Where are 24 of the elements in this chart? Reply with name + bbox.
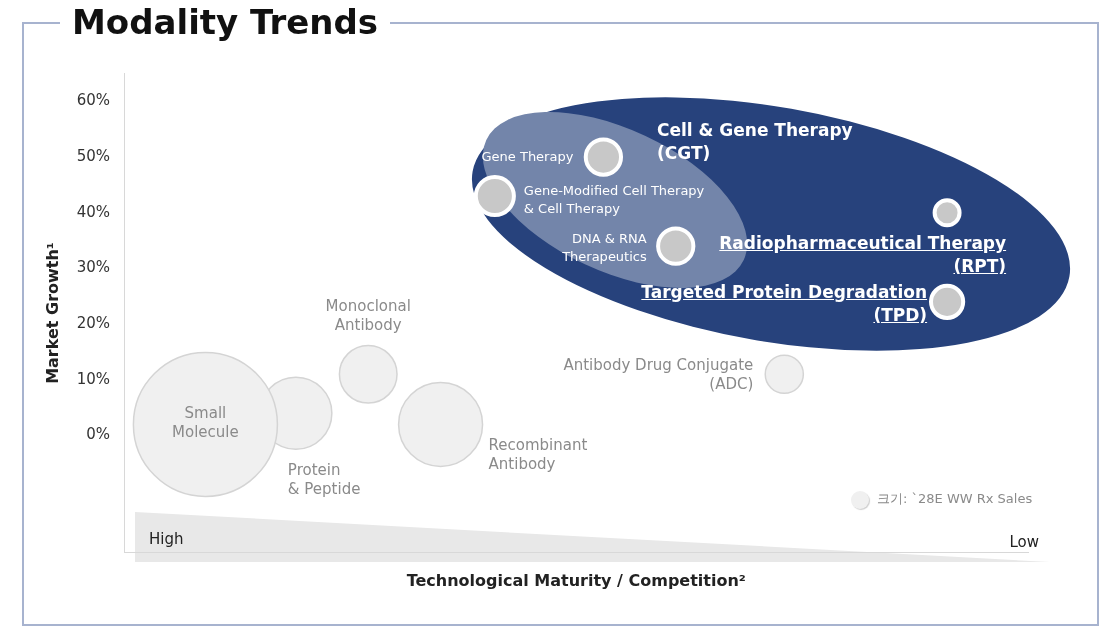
y-tick-label: 50% xyxy=(76,146,110,165)
chart-title: Modality Trends xyxy=(60,0,391,44)
x-axis-title: Technological Maturity / Competition² xyxy=(406,571,746,591)
y-tick-label: 10% xyxy=(76,369,110,388)
y-tick-label: 20% xyxy=(76,314,110,333)
y-tick-label: 60% xyxy=(76,91,110,110)
text: Radiopharmaceutical Therapy (RPT) xyxy=(719,231,1007,278)
y-tick-label: 30% xyxy=(76,258,110,277)
y-tick-label: 0% xyxy=(86,425,110,444)
annotation: High xyxy=(149,529,184,548)
series-label: Gene-Modified Cell Therapy & Cell Therapy xyxy=(523,183,705,217)
annotation: Cell & Gene Therapy (CGT) xyxy=(657,120,853,164)
series-label: Antibody Drug Conjugate (ADC) xyxy=(563,356,754,394)
annotation: Low xyxy=(1009,532,1039,551)
series-label: Gene Therapy xyxy=(481,149,574,165)
series-label: Targeted Protein Degradation (TPD) xyxy=(641,280,928,327)
series-label: Protein & Peptide xyxy=(287,461,361,499)
y-tick-label: 40% xyxy=(76,202,110,221)
annotation: 크기: `28E WW Rx Sales xyxy=(877,491,1033,507)
y-axis-title: Market Growth¹ xyxy=(42,242,62,384)
series-label: Monoclonal Antibody xyxy=(325,297,411,335)
series-label: Small Molecule xyxy=(172,404,239,442)
series-label: DNA & RNA Therapeutics xyxy=(561,230,647,264)
series-label: Recombinant Antibody xyxy=(488,436,588,474)
